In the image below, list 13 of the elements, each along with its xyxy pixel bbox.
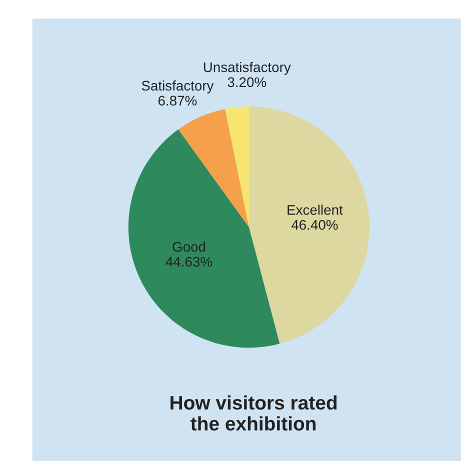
pie-slice [248,106,370,344]
slice-label: Satisfactory [142,80,214,94]
data-label: 46.40% [291,220,338,230]
pie-slice [178,108,249,228]
text: How visitors rated the exhibition [170,395,337,431]
slice-label: Good [172,242,206,252]
data-label: 3.20% [228,77,266,88]
pie-slice [128,129,280,348]
pie-slice [225,106,249,228]
data-label: 44.63% [166,256,212,267]
slice-label: Unsatisfactory [204,62,291,75]
data-label: 6.87% [158,96,197,106]
slice-label: Excellent [288,204,343,215]
